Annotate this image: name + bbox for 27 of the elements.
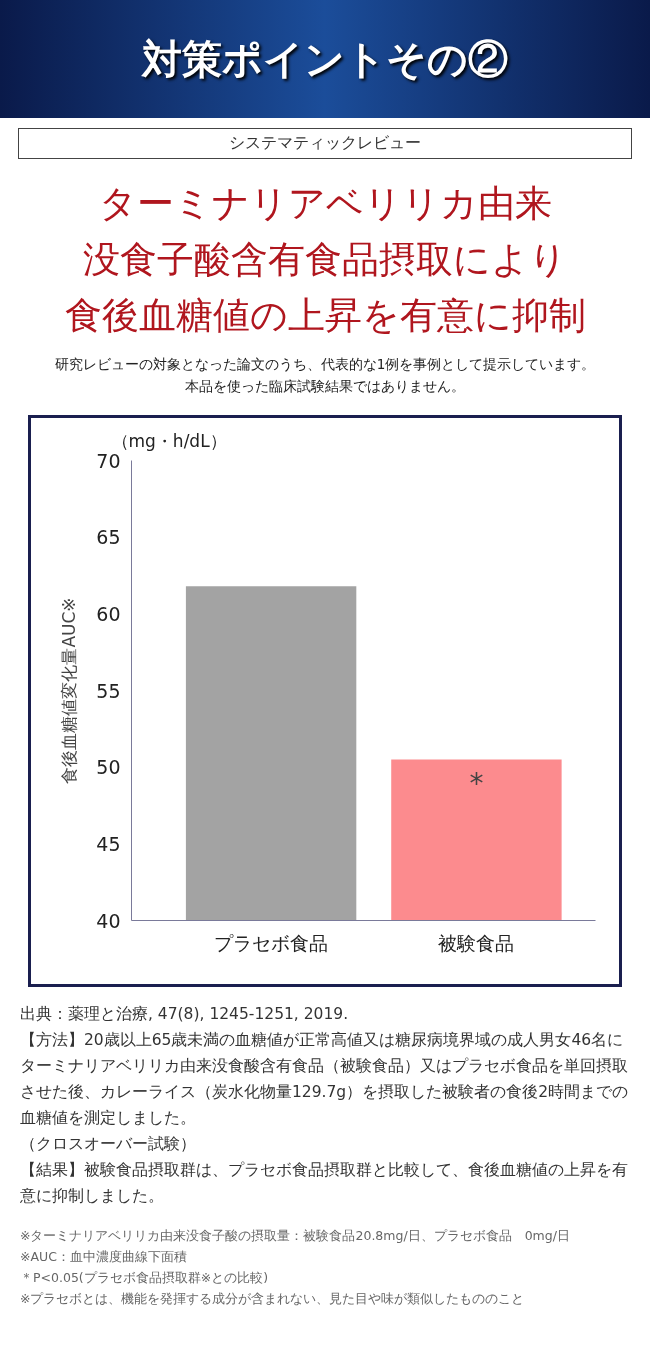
- x-tick-label: プラセボ食品: [214, 931, 329, 954]
- y-tick-label: 50: [96, 756, 121, 779]
- text: 没食子酸含有食品摂取により: [82, 237, 568, 283]
- text: ※AUC：血中濃度曲線下面積: [20, 1248, 188, 1266]
- text: 【結果】被験食品摂取群は、プラセボ食品摂取群と比較して、食後血糖値の上昇を有意に抑制しました。: [20, 1160, 629, 1207]
- text: ※プラセボとは、機能を発揮する成分が含まれない、見た目や味が類似したもののこと: [20, 1290, 526, 1308]
- text: 食後血糖値の上昇を有意に抑制: [63, 293, 587, 339]
- chart-title: 対策ポイントその②: [0, 0, 650, 118]
- text: 研究レビューの対象となった論文のうち、代表的な1例を事例として提示しています。: [53, 355, 597, 374]
- y-tick-label: 65: [96, 526, 121, 549]
- text: ＊P<0.05(プラセボ食品摂取群※との比較): [20, 1269, 270, 1287]
- text: （mg・h/dL）: [111, 430, 227, 451]
- text: ターミナリアベリリカ由来: [97, 181, 553, 227]
- text: （クロスオーバー試験）: [20, 1134, 197, 1155]
- text: 本品を使った臨床試験結果ではありません。: [184, 377, 466, 396]
- text: ※ターミナリアベリリカ由来没食子酸の摂取量：被験食品20.8mg/日、プラセボ食品 0mg/日: [20, 1227, 571, 1245]
- y-tick-label: 40: [96, 909, 121, 932]
- text: 【方法】20歳以上65歳未満の血糖値が正常高値又は糖尿病境界域の成人男女46名にターミナリアベリリカ由来没食酸含有食品（被験食品）又はプラセボ食品を単回摂取させた後、カレーライス（炭水化物量129.7g）を摂取した被験者の食後2時間までの血糖値を測定しました。: [20, 1030, 630, 1129]
- y-tick-label: 70: [96, 449, 121, 472]
- source-note: 出典：薬理と治療, 47(8), 1245-1251, 2019.: [20, 1004, 350, 1025]
- y-axis-title: 食後血糖値変化量AUC※: [59, 597, 80, 784]
- y-tick-label: 55: [96, 679, 121, 702]
- y-tick-label: 60: [96, 602, 121, 625]
- x-tick-label: 被験食品: [438, 931, 515, 954]
- annotation: *: [469, 767, 484, 800]
- y-tick-label: 45: [96, 832, 121, 855]
- chart-subtitle: システマティックレビュー: [18, 128, 632, 159]
